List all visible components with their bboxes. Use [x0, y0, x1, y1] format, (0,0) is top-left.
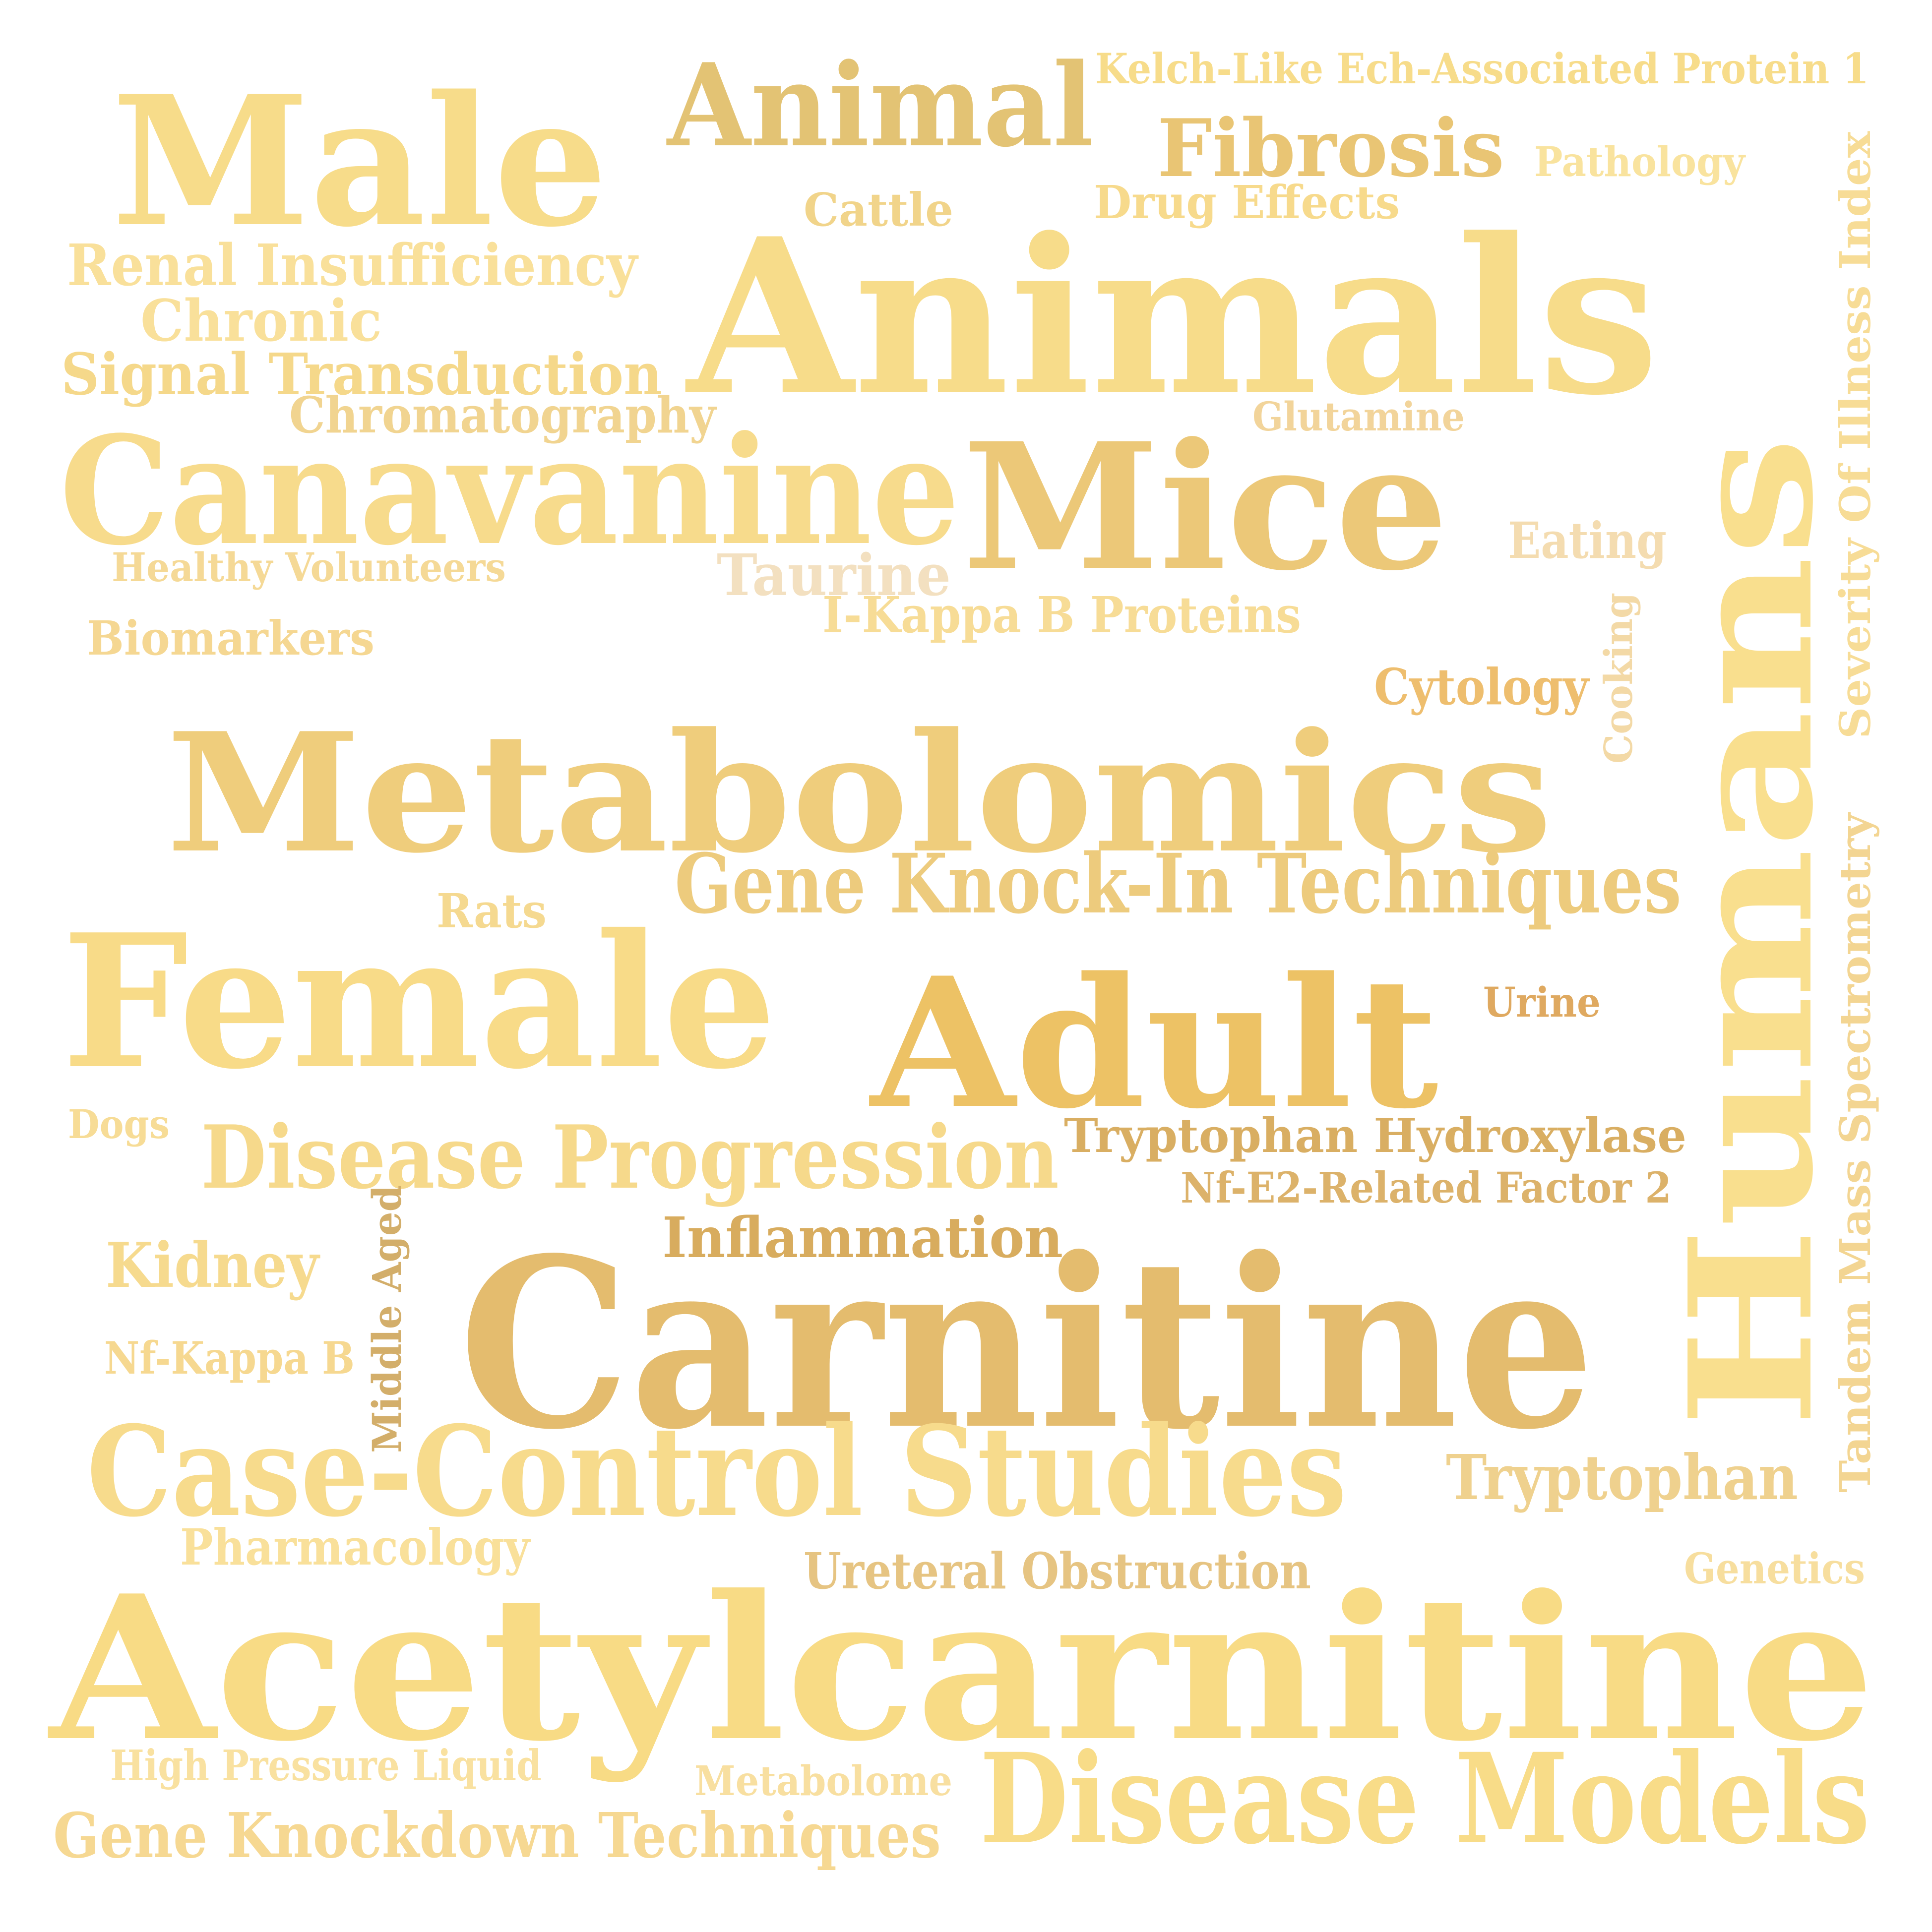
word-eating: Eating	[1508, 511, 1667, 570]
word-female: Female	[62, 895, 776, 1110]
word-ureteral-obstruction: Ureteral Obstruction	[804, 1542, 1311, 1600]
word-healthy-volunteers: Healthy Volunteers	[112, 544, 506, 591]
word-nf-kappa-b: Nf-Kappa B	[104, 1332, 355, 1385]
word-biomarkers: Biomarkers	[87, 611, 374, 666]
word-tryptophan: Tryptophan	[1446, 1442, 1798, 1514]
word-male: Male	[112, 57, 608, 266]
word-disease-progression: Disease Progression	[201, 1107, 1059, 1208]
word-dogs: Dogs	[68, 1101, 170, 1147]
word-adult: Adult	[868, 938, 1439, 1148]
word-pharmacology: Pharmacology	[180, 1518, 531, 1576]
word-gene-knock-in-techniques: Gene Knock-In Techniques	[675, 836, 1682, 932]
word-taurine: Taurine	[717, 542, 951, 609]
word-humans: Humans	[1653, 436, 1851, 1428]
word-cattle: Cattle	[804, 183, 953, 237]
word-severity-of-illness-index: Severity Of Illness Index	[1831, 131, 1880, 739]
word-urine: Urine	[1483, 979, 1601, 1026]
word-carnitine: Carnitine	[459, 1207, 1595, 1481]
word-kidney: Kidney	[106, 1229, 320, 1302]
word-glutamine: Glutamine	[1252, 393, 1465, 440]
word-gene-knockdown-techniques: Gene Knockdown Techniques	[53, 1800, 941, 1872]
word-rats: Rats	[436, 884, 547, 939]
word-chromatography: Chromatography	[289, 386, 717, 444]
word-nf-e2-related-factor-2: Nf-E2-Related Factor 2	[1181, 1163, 1672, 1213]
word-high-pressure-liquid: High Pressure Liquid	[110, 1741, 542, 1791]
word-tandem-mass-spectrometry: Tandem Mass Spectrometry	[1831, 812, 1880, 1493]
word-canavanine: Canavanine	[60, 403, 960, 578]
word-i-kappa-b-proteins: I-Kappa B Proteins	[822, 586, 1301, 644]
word-acetylcarnitine: Acetylcarnitine	[46, 1552, 1875, 1785]
word-cytology: Cytology	[1374, 658, 1590, 716]
word-fibrosis: Fibrosis	[1157, 102, 1504, 195]
word-metabolome: Metabolome	[694, 1757, 952, 1805]
word-middle-aged: Middle Aged	[364, 1185, 410, 1453]
word-mice: Mice	[962, 405, 1448, 609]
word-renal-insufficiency: Renal Insufficiency	[67, 232, 639, 299]
word-tryptophan-hydroxylase: Tryptophan Hydroxylase	[1064, 1108, 1686, 1163]
word-disease-models: Disease Models	[980, 1726, 1870, 1872]
word-cooking: Cooking	[1596, 593, 1641, 764]
word-animal: Animal	[666, 39, 1094, 173]
word-pathology: Pathology	[1534, 138, 1746, 186]
word-drug-effects: Drug Effects	[1094, 176, 1400, 229]
word-metabolomics: Metabolomics	[166, 697, 1553, 889]
word-genetics: Genetics	[1684, 1544, 1865, 1594]
word-signal-transduction: Signal Transduction	[61, 341, 662, 408]
word-chronic: Chronic	[140, 288, 382, 355]
word-case-control-studies: Case-Control Studies	[87, 1398, 1347, 1544]
word-inflammation: Inflammation	[662, 1206, 1063, 1270]
word-kelch-like-ech-associated-protein-1: Kelch-Like Ech-Associated Protein 1	[1095, 44, 1869, 93]
word-animals: Animals	[684, 192, 1659, 442]
